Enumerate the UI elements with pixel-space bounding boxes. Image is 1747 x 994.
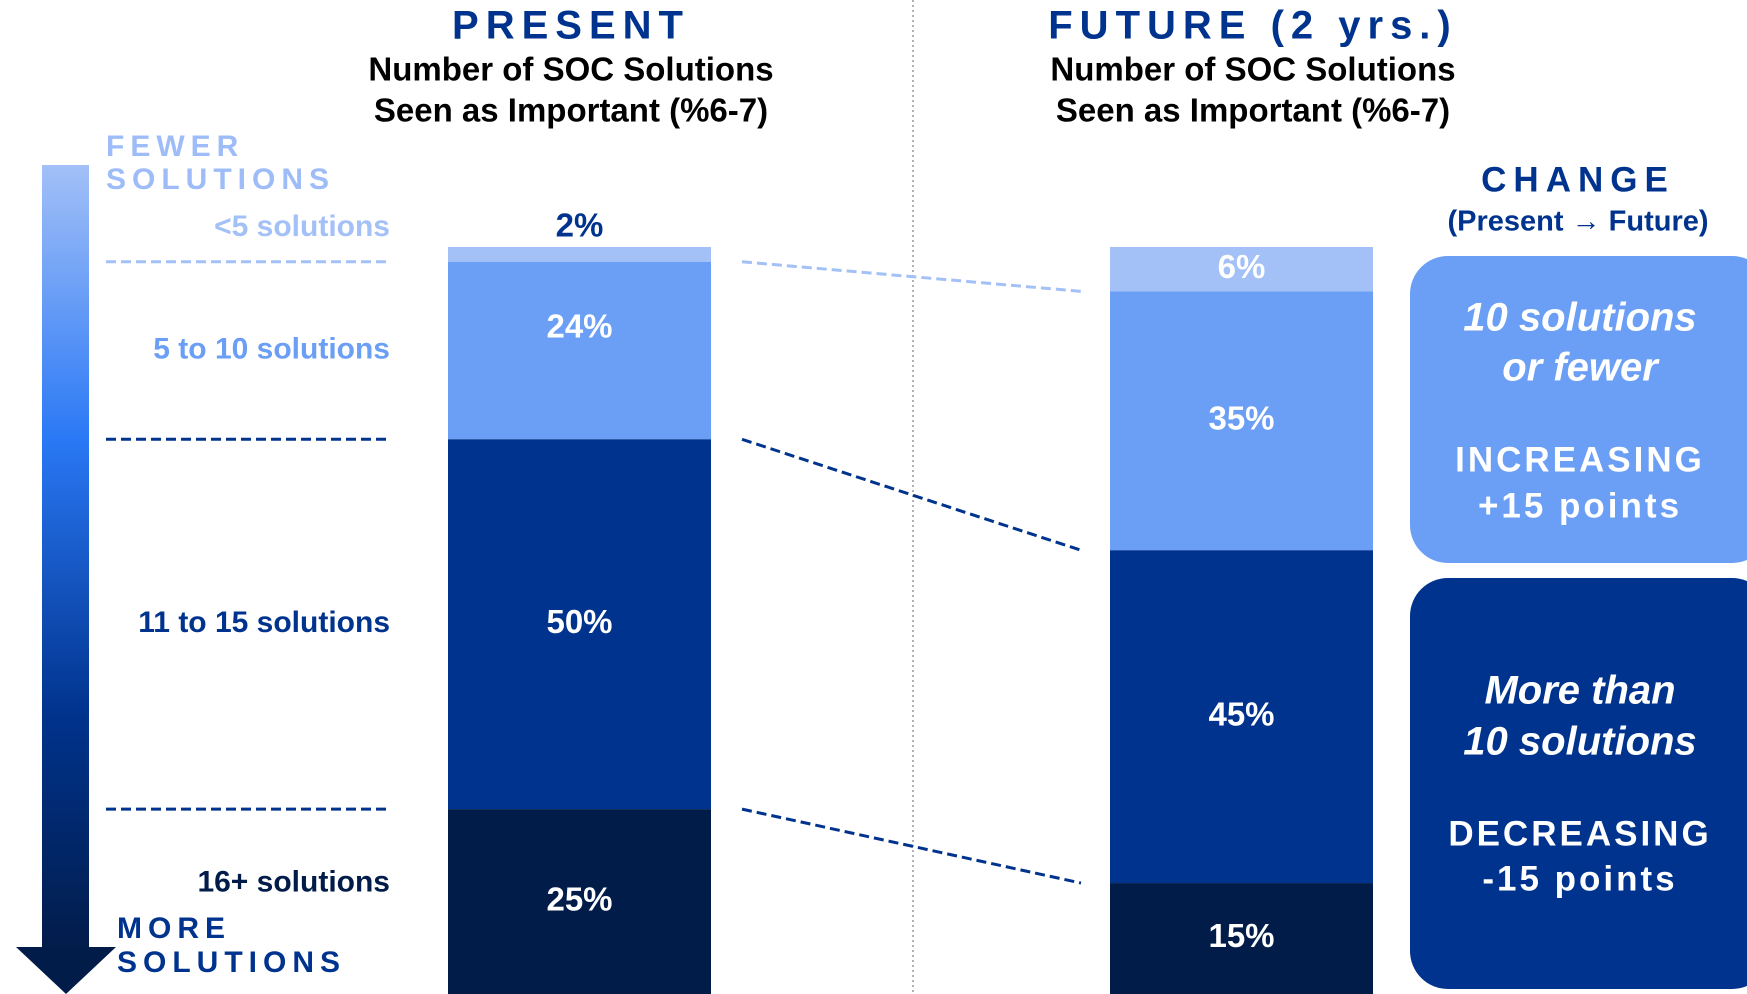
value-label: 25% <box>546 880 612 917</box>
gradient-arrow-head <box>16 947 116 994</box>
value-label: 24% <box>546 307 612 344</box>
bar-subtitle: Number of SOC Solutions <box>1050 51 1455 88</box>
bar-subtitle: Seen as Important (%6-7) <box>374 92 768 129</box>
bar-header: FUTURE (2 yrs.) <box>1048 4 1458 48</box>
change-box <box>1410 256 1747 563</box>
arrow-label: SOLUTIONS <box>117 946 346 979</box>
change-heading: or fewer <box>1502 346 1660 390</box>
arrow-label: FEWER <box>106 130 244 163</box>
bar-segment <box>1110 550 1373 884</box>
change-body: +15 points <box>1478 486 1682 525</box>
legend-label: 11 to 15 solutions <box>138 606 390 639</box>
change-heading: 10 solutions <box>1463 296 1696 340</box>
value-label: 15% <box>1208 917 1274 954</box>
bar-segment <box>448 439 711 810</box>
gradient-arrow-shaft <box>42 165 89 950</box>
value-label: 50% <box>546 603 612 640</box>
arrow-label: SOLUTIONS <box>106 163 335 196</box>
legend-label: 16+ solutions <box>197 865 390 898</box>
change-box <box>1410 578 1747 989</box>
legend-label: <5 solutions <box>214 210 390 243</box>
legend-label: 5 to 10 solutions <box>153 332 390 365</box>
bar-segment <box>1110 883 1373 994</box>
change-body: DECREASING <box>1448 814 1711 853</box>
connector <box>741 437 1082 552</box>
bar-header: PRESENT <box>452 4 690 48</box>
change-body: -15 points <box>1482 859 1677 898</box>
value-label: 2% <box>556 207 604 244</box>
value-label: 6% <box>1218 248 1266 285</box>
connector <box>741 807 1082 885</box>
bar-segment <box>448 261 711 440</box>
arrow-label: MORE <box>117 912 231 945</box>
bar-segment <box>448 809 711 994</box>
bar-segment <box>1110 291 1373 551</box>
change-body: INCREASING <box>1455 440 1705 479</box>
change-heading: 10 solutions <box>1463 720 1696 764</box>
bar-subtitle: Number of SOC Solutions <box>368 51 773 88</box>
bar-subtitle: Seen as Important (%6-7) <box>1056 92 1450 129</box>
bar-segment <box>448 247 711 262</box>
bar-segment <box>1110 247 1373 292</box>
change-subtitle: (Present → Future) <box>1447 206 1708 238</box>
value-label: 45% <box>1208 695 1274 732</box>
change-title: CHANGE <box>1481 160 1675 199</box>
value-label: 35% <box>1208 400 1274 437</box>
change-heading: More than <box>1484 669 1675 713</box>
connector <box>741 260 1082 293</box>
